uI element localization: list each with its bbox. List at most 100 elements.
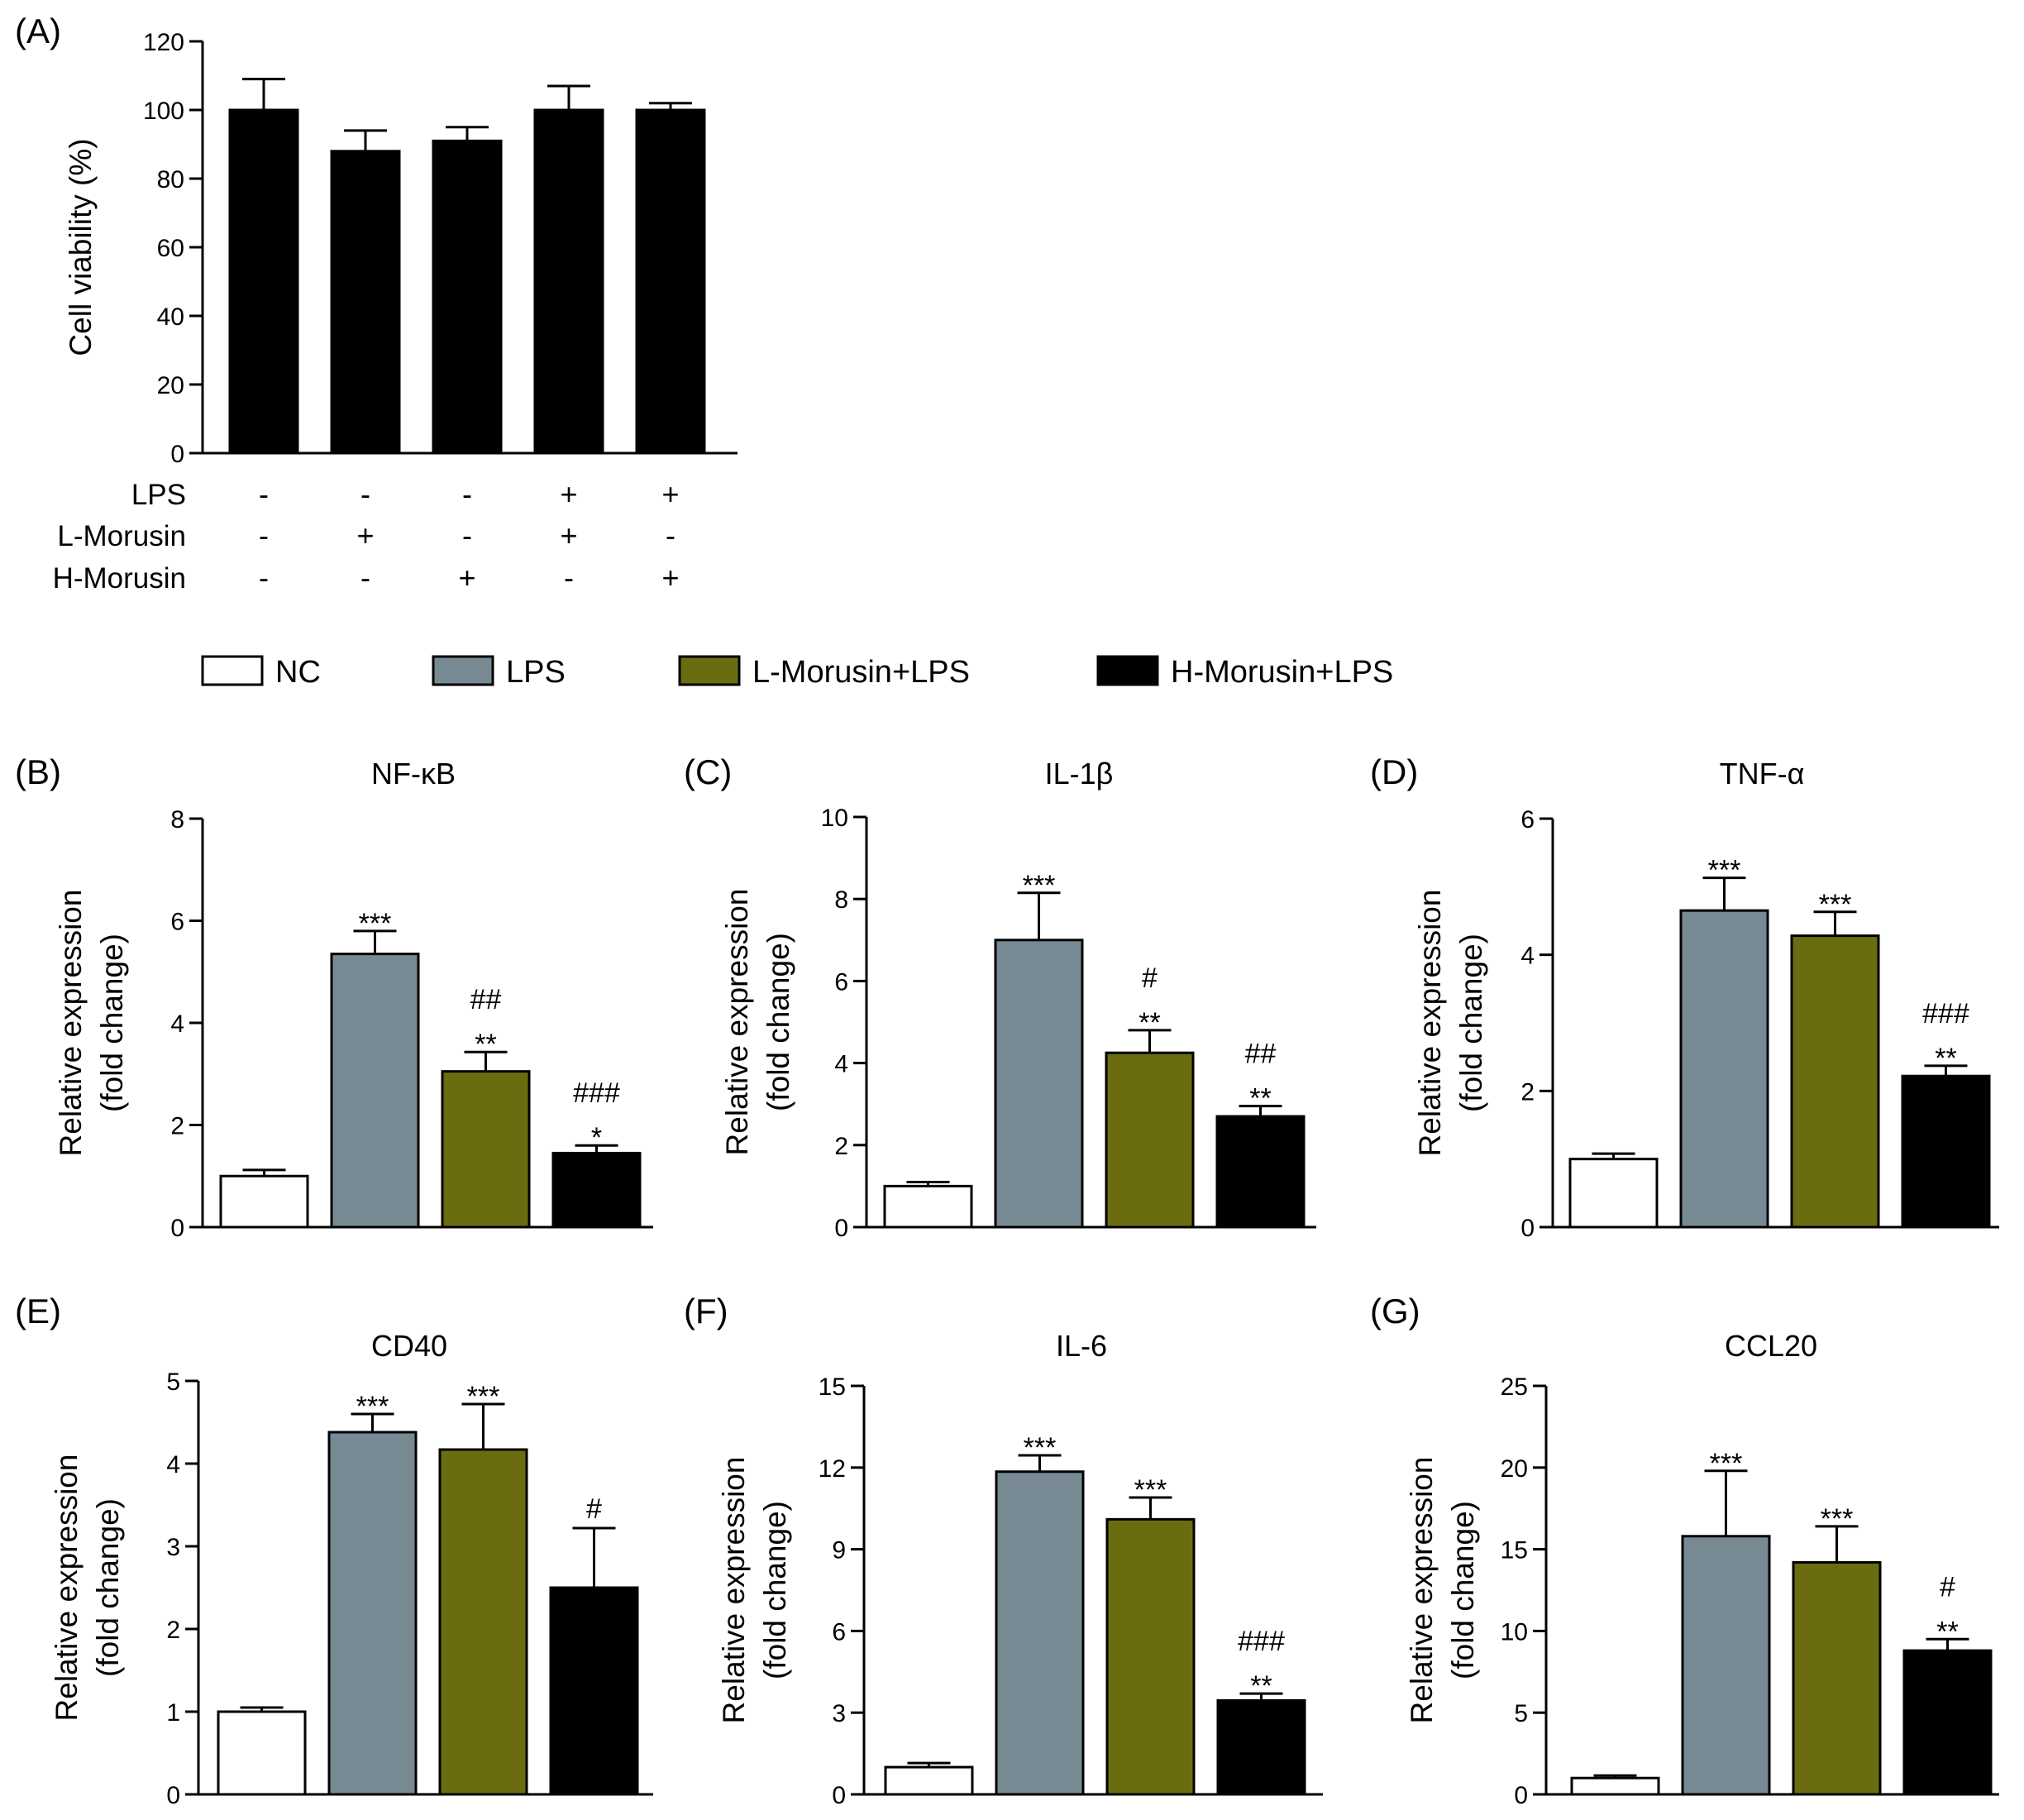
- y-tick-label: 2: [170, 1113, 184, 1140]
- bar: [1901, 1074, 1991, 1229]
- bar: [884, 1765, 974, 1796]
- chart-panel-2: (B) NF-κB Relative expression (fold change)…: [15, 752, 653, 1242]
- legend-label-lps: LPS: [506, 655, 566, 690]
- y-axis-label: Relative expression: [1405, 1457, 1439, 1724]
- bar: [219, 1174, 309, 1229]
- y-tick-label: 0: [1514, 1782, 1528, 1809]
- y-tick-label: 0: [166, 1782, 180, 1809]
- significance-label: ***: [356, 1391, 389, 1422]
- chart-panel-4: (D) TNF-α Relative expression (fold change)…: [1370, 752, 1999, 1242]
- y-axis-label-2: (fold change): [1454, 934, 1488, 1112]
- significance-label: ***: [467, 1381, 500, 1412]
- bar: [635, 108, 706, 455]
- panel-title: CD40: [371, 1329, 447, 1363]
- y-tick-label: 6: [1520, 806, 1535, 834]
- treatment-table: LPS - - - + + L-Morusin - + - + - H-Morusin - - + - +: [53, 477, 680, 595]
- legend-item-h-morusin-lps: H-Morusin+LPS: [1096, 655, 1393, 690]
- y-tick-label: 10: [1501, 1618, 1528, 1646]
- panel-title: IL-6: [1056, 1329, 1107, 1363]
- panel-letter: (C): [684, 752, 732, 791]
- bar: [228, 108, 299, 455]
- bar: [1570, 1776, 1660, 1796]
- significance-label: ###: [1922, 998, 1969, 1029]
- treatment-sign: -: [666, 518, 675, 552]
- panel-letter: (G): [1370, 1292, 1420, 1330]
- legend-swatch-h-morusin-lps: [1096, 655, 1159, 686]
- panel-title: IL-1β: [1045, 757, 1114, 791]
- treatment-sign: +: [560, 477, 577, 511]
- legend-label-h-morusin-lps: H-Morusin+LPS: [1171, 655, 1393, 690]
- treatment-label: L-Morusin: [57, 520, 186, 552]
- bar: [1216, 1698, 1306, 1796]
- bar: [217, 1710, 307, 1796]
- y-tick-label: 20: [1501, 1455, 1528, 1483]
- treatment-sign: -: [259, 518, 269, 552]
- panel-title: TNF-α: [1720, 757, 1805, 791]
- y-tick-label: 4: [166, 1451, 180, 1478]
- significance-label: **: [475, 1029, 496, 1060]
- panel-title: CCL20: [1725, 1329, 1817, 1363]
- treatment-sign: -: [462, 518, 472, 552]
- y-axis-label: Cell viability (%): [64, 138, 98, 356]
- significance-label: **: [1250, 1670, 1272, 1702]
- bar: [995, 1470, 1085, 1796]
- legend-swatch-nc: [201, 655, 264, 686]
- y-tick-label: 120: [143, 29, 184, 56]
- treatment-sign: +: [356, 518, 374, 552]
- y-tick-label: 6: [832, 1618, 846, 1646]
- legend-label-nc: NC: [275, 655, 321, 690]
- significance-label: ##: [1245, 1039, 1277, 1070]
- treatment-sign: -: [259, 561, 269, 595]
- legend-swatch-l-morusin-lps: [678, 655, 741, 686]
- bar: [883, 1184, 973, 1229]
- y-tick-label: 100: [143, 98, 184, 125]
- y-axis-label-2: (fold change): [1446, 1501, 1480, 1679]
- treatment-sign: -: [259, 477, 269, 511]
- panel-title: NF-κB: [371, 757, 456, 791]
- treatment-sign: +: [661, 561, 679, 595]
- legend: NC LPS L-Morusin+LPS H-Morusin+LPS: [201, 655, 1393, 690]
- y-tick-label: 2: [166, 1617, 180, 1644]
- y-axis-label: Relative expression: [717, 1457, 751, 1724]
- y-tick-label: 15: [819, 1373, 846, 1401]
- y-axis-label-2: (fold change): [95, 934, 129, 1112]
- significance-label: #: [1142, 963, 1158, 994]
- significance-label: **: [1936, 1616, 1958, 1647]
- significance-label: ***: [1708, 855, 1741, 886]
- y-tick-label: 9: [832, 1537, 846, 1564]
- bar: [1568, 1158, 1659, 1229]
- y-tick-label: 25: [1501, 1373, 1528, 1401]
- treatment-label: LPS: [131, 479, 186, 511]
- significance-label: ##: [470, 984, 502, 1015]
- legend-label-l-morusin-lps: L-Morusin+LPS: [752, 655, 970, 690]
- y-tick-label: 0: [170, 1215, 184, 1242]
- y-tick-label: 2: [1520, 1078, 1535, 1106]
- significance-label: #: [1940, 1571, 1955, 1603]
- y-tick-label: 0: [832, 1782, 846, 1809]
- bar: [1902, 1649, 1993, 1796]
- y-tick-label: 12: [819, 1455, 846, 1483]
- y-tick-label: 1: [166, 1699, 180, 1727]
- bar: [432, 139, 503, 455]
- y-tick-label: 6: [834, 968, 848, 996]
- bar: [1215, 1115, 1306, 1229]
- bar: [1790, 934, 1880, 1229]
- bar: [441, 1070, 531, 1229]
- treatment-row: L-Morusin - + - + -: [57, 518, 675, 552]
- legend-item-nc: NC: [201, 655, 321, 690]
- treatment-label: H-Morusin: [53, 562, 186, 595]
- y-tick-label: 2: [834, 1133, 848, 1160]
- treatment-sign: +: [661, 477, 679, 511]
- bar: [327, 1431, 418, 1796]
- y-tick-label: 40: [157, 303, 184, 331]
- significance-label: #: [586, 1493, 602, 1525]
- y-axis-label-2: (fold change): [761, 933, 795, 1111]
- panel-letter: (A): [15, 12, 61, 50]
- panel-letter: (D): [1370, 752, 1418, 791]
- y-tick-label: 8: [170, 806, 184, 834]
- y-tick-label: 4: [1520, 943, 1535, 970]
- y-tick-label: 80: [157, 166, 184, 193]
- bar: [1105, 1517, 1196, 1796]
